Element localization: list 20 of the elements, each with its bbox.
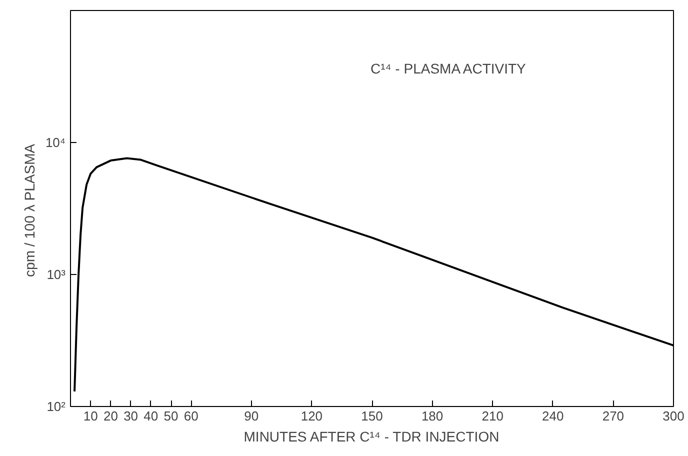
- y-tick-label: 10⁴: [45, 135, 66, 150]
- x-tick-label: 20: [103, 408, 118, 424]
- y-axis-title: cpm / 100 λ PLASMA: [21, 143, 38, 277]
- annotation: C¹⁴ - PLASMA ACTIVITY: [370, 60, 527, 76]
- x-tick-label: 210: [482, 408, 504, 424]
- x-tick-label: 180: [421, 408, 444, 424]
- x-tick-label: 30: [124, 408, 138, 424]
- x-tick-label: 10: [83, 408, 98, 424]
- x-tick-label: 60: [184, 408, 198, 424]
- x-tick-label: 300: [662, 408, 684, 424]
- x-tick-label: 90: [244, 408, 259, 424]
- x-tick-label: 50: [164, 408, 178, 424]
- x-axis-title: MINUTES AFTER C¹⁴ - TDR INJECTION: [244, 428, 500, 444]
- x-tick-label: 150: [361, 408, 383, 424]
- y-tick-label: 10³: [46, 267, 66, 282]
- x-tick-label: 120: [300, 408, 323, 424]
- x-tick-label: 270: [602, 408, 624, 424]
- x-tick-label: 240: [542, 408, 564, 424]
- x-tick-label: 40: [144, 408, 158, 424]
- y-tick-label: 10²: [46, 399, 66, 414]
